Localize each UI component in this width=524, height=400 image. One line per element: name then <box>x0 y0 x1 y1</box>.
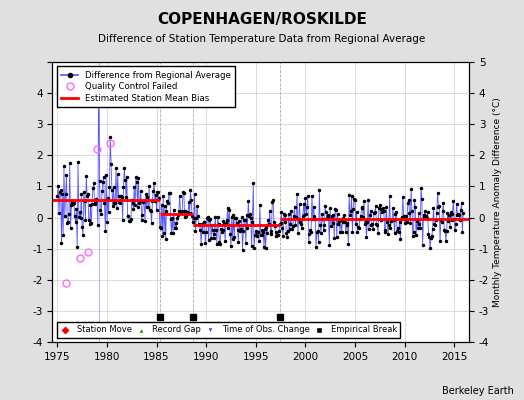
Text: Berkeley Earth: Berkeley Earth <box>442 386 514 396</box>
Legend: Station Move, Record Gap, Time of Obs. Change, Empirical Break: Station Move, Record Gap, Time of Obs. C… <box>57 322 400 338</box>
Text: COPENHAGEN/ROSKILDE: COPENHAGEN/ROSKILDE <box>157 12 367 27</box>
Text: Difference of Station Temperature Data from Regional Average: Difference of Station Temperature Data f… <box>99 34 425 44</box>
Y-axis label: Monthly Temperature Anomaly Difference (°C): Monthly Temperature Anomaly Difference (… <box>493 97 502 307</box>
